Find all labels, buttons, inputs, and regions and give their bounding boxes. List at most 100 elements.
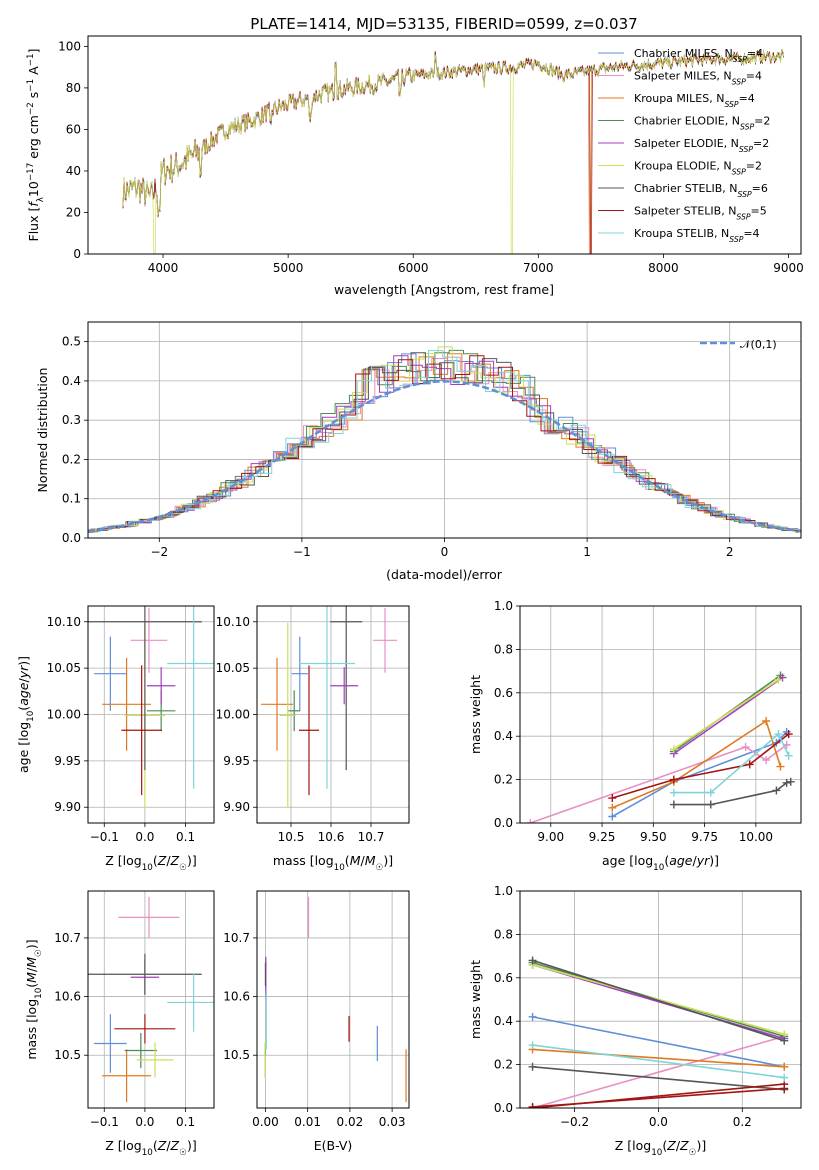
legend-entry: Salpeter MILES, NSSP=4 [634,70,762,87]
data-point [780,1062,789,1071]
y-tick-label: 0.4 [62,374,81,388]
x-axis-label: mass [log10(M/M☉)] [273,853,393,873]
x-tick-label: −0.1 [90,1115,119,1129]
data-point [745,760,754,769]
y-tick-label: 9.90 [54,800,81,814]
data-point [528,1041,537,1050]
y-tick-label: 0.5 [62,335,81,349]
data-point [762,717,771,726]
axes-frame [87,890,215,1109]
series-line [612,733,790,799]
y-tick-label: 0.2 [494,773,513,787]
series-salpeter_stelib [608,730,793,803]
errorbar-point [146,667,176,705]
x-tick-label: 0.0 [135,830,154,844]
data-point [762,756,771,765]
x-tick-label: −2 [150,545,168,559]
x-tick-label: 0.03 [379,1115,406,1129]
y-tick-label: 9.95 [54,754,81,768]
y-tick-label: 10.05 [216,661,250,675]
axes-frame [256,605,410,824]
x-tick-label: 1 [583,545,591,559]
y-tick-label: 0.0 [494,1101,513,1115]
plot-area [88,891,214,1108]
errorbar-point [299,606,355,789]
panel-mass_vs_ebv: 0.00 0.01 0.02 0.03 10.5 10.6 10.7 E(B-V) [223,890,410,1153]
data-point [706,788,715,797]
series-line [532,964,785,1035]
errorbar-point [299,665,319,796]
errorbar-point [330,606,363,771]
y-axis-label: mass weight [468,960,483,1039]
data-point [780,1084,789,1093]
data-point [669,788,678,797]
x-tick-label: 4000 [148,261,179,275]
series-salpeter_stelib [528,1084,789,1108]
data-point [774,675,783,684]
y-tick-label: 0.8 [494,927,513,941]
errorbar-point [330,667,359,705]
axes-frame [519,605,802,824]
x-axis-label: age [log10(age/yr)] [602,853,719,873]
x-tick-label: 0.0 [649,1115,668,1129]
panel-age_vs_mass: 10.5 10.6 10.7 9.90 9.95 10.00 10.05 10.10 mass … [216,605,410,873]
y-tick-label: 10.00 [216,708,250,722]
plot-area [122,48,784,254]
x-tick-label: 9.75 [691,830,718,844]
panel-weight_vs_age: 9.00 9.25 9.50 9.75 10.00 0.0 0.2 0.4 0.6 0.8 1.0 a… [468,599,802,873]
errorbar-point [102,657,151,751]
errorbar-point [121,665,162,796]
axes-frame [87,35,802,255]
series-chabrier_stelib [528,956,789,1045]
x-tick-label: 7000 [523,261,554,275]
x-tick-label: 9.25 [589,830,616,844]
data-point [774,730,783,739]
series-line [532,1048,785,1068]
x-tick-label: −0.2 [560,1115,589,1129]
data-point [528,956,537,965]
x-axis-label: Z [log10(Z/Z☉)] [105,853,197,873]
y-tick-label: 1.0 [494,884,513,898]
data-point [669,745,678,754]
legend-entry: Chabrier STELIB, NSSP=6 [634,182,768,199]
y-tick-label: 0.0 [494,816,513,830]
y-tick-label: 10.05 [47,661,81,675]
series-line [532,1087,785,1108]
data-point [528,1012,537,1021]
y-tick-label: 20 [66,205,81,219]
panel-residual_hist: −2 −1 0 1 2 0.0 0.1 0.2 0.3 0.4 0.5 (data-model)/er… [35,321,802,582]
errorbar-point [288,690,301,732]
series-line [532,959,785,1042]
histogram-kroupa_stelib [88,350,801,533]
data-point [669,800,678,809]
x-axis-label: E(B-V) [314,1138,353,1153]
panel-spectrum: 4000 5000 6000 7000 8000 9000 0 20 40 60 80 100 PLAT… [26,15,804,297]
data-point [782,778,791,787]
x-tick-label: −0.1 [90,830,119,844]
y-tick-label: 10.5 [223,1048,250,1062]
errorbar-point [279,622,296,809]
y-axis-label: mass weight [468,675,483,754]
errorbar-point [102,1049,151,1103]
series-kroupa_elodie [669,675,783,754]
x-tick-label: 0 [441,545,449,559]
errorbar-point [167,973,214,1032]
x-tick-label: 10.5 [278,830,305,844]
legend-entry: Kroupa STELIB, NSSP=4 [634,227,760,244]
data-point [780,1073,789,1082]
errorbar-point [94,636,127,711]
x-tick-label: 0.01 [294,1115,321,1129]
x-tick-label: 10.7 [358,830,385,844]
x-tick-label: 9.50 [640,830,667,844]
x-tick-label: 0.00 [252,1115,279,1129]
y-tick-label: 0.3 [62,413,81,427]
series-line [532,1066,785,1091]
x-axis-label: (data-model)/error [386,567,503,582]
data-point [772,786,781,795]
legend-entry: Chabrier ELODIE, NSSP=2 [634,115,770,132]
data-point [786,777,795,786]
y-tick-label: 10.6 [223,990,250,1004]
y-tick-label: 100 [58,39,81,53]
data-point [706,800,715,809]
data-point [784,730,793,739]
